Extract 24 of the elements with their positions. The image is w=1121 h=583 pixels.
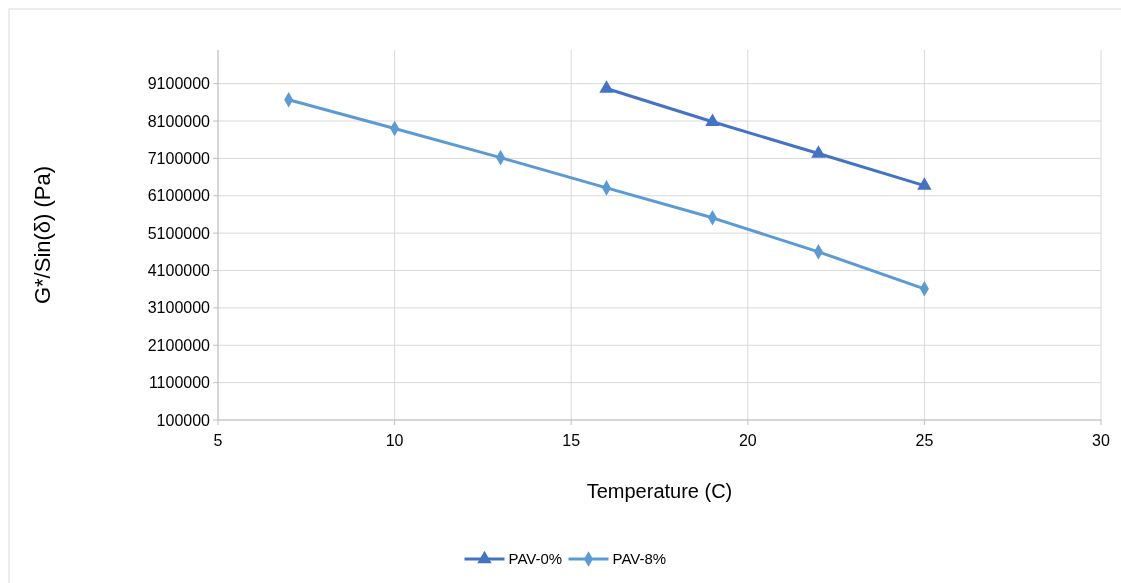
point <box>705 113 720 126</box>
y-tick-label: 3100000 <box>147 299 211 317</box>
y-tick-label: 7100000 <box>147 149 211 167</box>
x-tick-label: 25 <box>915 432 934 449</box>
legend-label: PAV-0% <box>508 550 563 568</box>
y-tick-label: 2100000 <box>147 336 211 354</box>
legend-label: PAV-8% <box>612 550 667 568</box>
point <box>917 177 932 190</box>
y-tick-label: 6100000 <box>147 187 211 205</box>
y-tick-label: 4100000 <box>147 262 211 280</box>
point <box>811 145 826 158</box>
point <box>599 80 614 93</box>
y-tick-label: 100000 <box>156 411 211 429</box>
x-tick-label: 20 <box>738 432 757 449</box>
y-tick-label: 8100000 <box>147 112 211 130</box>
x-tick-label: 5 <box>213 432 223 449</box>
x-axis-title: Temperature (C) <box>586 480 733 502</box>
x-tick-label: 10 <box>385 432 404 449</box>
y-tick-label: 1100000 <box>148 374 211 392</box>
y-tick-label: 5100000 <box>147 224 211 242</box>
y-axis-title: G*/Sin(δ) (Pa) <box>30 165 55 305</box>
x-tick-label: 15 <box>562 432 581 449</box>
x-tick-label: 30 <box>1092 432 1110 449</box>
y-tick-label: 9100000 <box>147 75 211 93</box>
